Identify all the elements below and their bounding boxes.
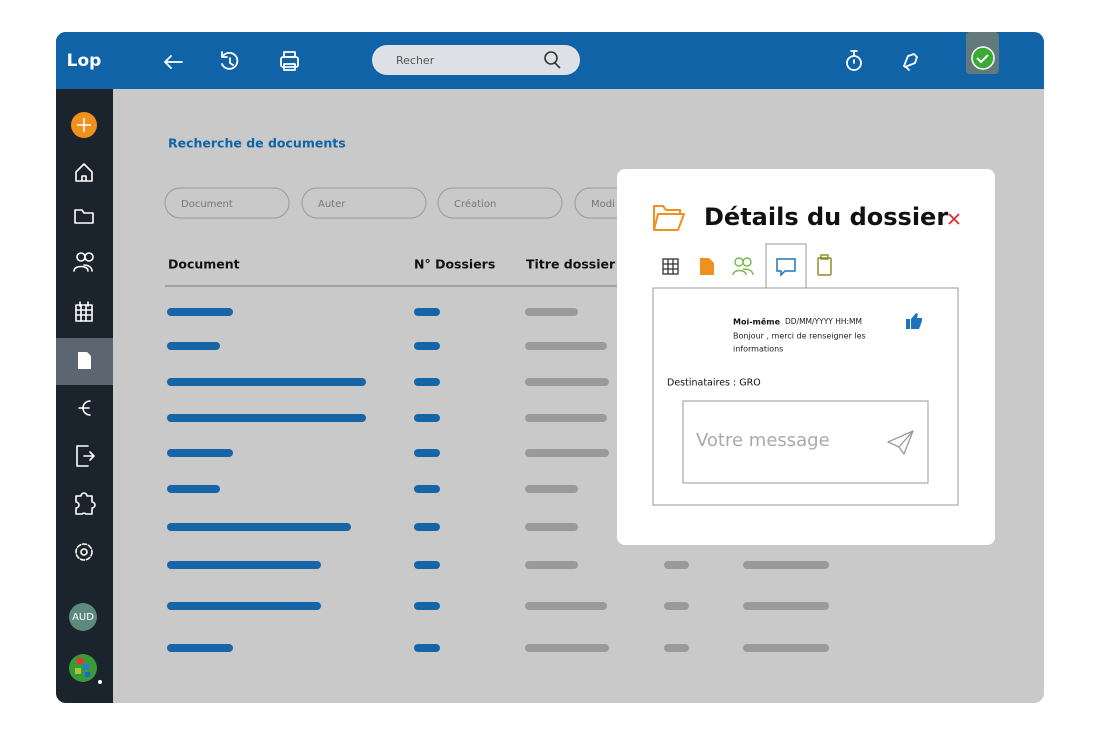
- message-placeholder[interactable]: Votre message: [696, 430, 830, 451]
- filter-label[interactable]: Création: [454, 198, 496, 210]
- tab-messages-active[interactable]: [765, 243, 807, 288]
- notifications-button[interactable]: [903, 53, 918, 71]
- filter-field[interactable]: [437, 187, 563, 219]
- message-author: Moi-même: [733, 317, 781, 327]
- home-nav[interactable]: [75, 163, 93, 182]
- search-icon[interactable]: [544, 51, 561, 69]
- tab-clipboard[interactable]: [817, 254, 832, 276]
- timer-button[interactable]: [846, 50, 862, 71]
- send-button[interactable]: [887, 430, 914, 455]
- app-frame: Lop Recher AUD Recherche de documents Do…: [56, 32, 1044, 703]
- column-header[interactable]: N° Dossiers: [414, 257, 495, 272]
- modal-title: Détails du dossier: [704, 203, 948, 231]
- tab-contacts[interactable]: [732, 257, 754, 276]
- tab-documents[interactable]: [700, 258, 714, 275]
- close-button[interactable]: [948, 213, 960, 225]
- add-plus: [77, 118, 91, 132]
- message-input[interactable]: [682, 400, 929, 484]
- history-button[interactable]: [221, 51, 239, 70]
- documents-icon: [78, 352, 91, 369]
- logo-box: [56, 32, 113, 89]
- filter-label[interactable]: Document: [181, 199, 233, 210]
- filter-field[interactable]: [164, 187, 290, 219]
- filter-label[interactable]: Modi: [591, 199, 615, 210]
- messages-panel: [652, 287, 959, 506]
- export-nav[interactable]: [76, 445, 95, 467]
- status-check: [976, 54, 989, 64]
- recipients: Destinataires : GRO: [667, 378, 761, 389]
- folder-icon: [653, 205, 685, 231]
- message-text: Bonjour , merci de renseigner les: [733, 332, 866, 341]
- column-header[interactable]: Titre dossier: [526, 257, 616, 272]
- search-box[interactable]: [372, 45, 580, 75]
- messages-icon: [776, 258, 796, 277]
- logo[interactable]: Lop: [67, 51, 102, 71]
- page-title: Recherche de documents: [168, 136, 346, 151]
- message-date: DD/MM/YYYY HH:MM: [785, 317, 862, 326]
- filter-field[interactable]: [301, 187, 427, 219]
- tab-calendar[interactable]: [662, 258, 679, 275]
- brand-logo: [69, 654, 102, 684]
- user-avatar[interactable]: [69, 603, 97, 631]
- user-initials[interactable]: AUD: [72, 612, 94, 623]
- calendar-nav[interactable]: [75, 301, 93, 322]
- status-ok[interactable]: [971, 46, 995, 70]
- column-header[interactable]: Document: [168, 257, 240, 272]
- folders-nav[interactable]: [74, 209, 94, 224]
- back-button[interactable]: [164, 55, 183, 69]
- finance-nav[interactable]: [78, 400, 91, 416]
- search-placeholder[interactable]: Recher: [396, 54, 435, 67]
- contacts-nav[interactable]: [73, 252, 94, 272]
- like-button[interactable]: [906, 313, 922, 329]
- settings-nav[interactable]: [75, 543, 93, 561]
- filter-label[interactable]: Auter: [318, 199, 346, 210]
- modules-nav[interactable]: [75, 492, 96, 515]
- message-text: informations: [733, 345, 783, 354]
- print-button[interactable]: [280, 51, 299, 71]
